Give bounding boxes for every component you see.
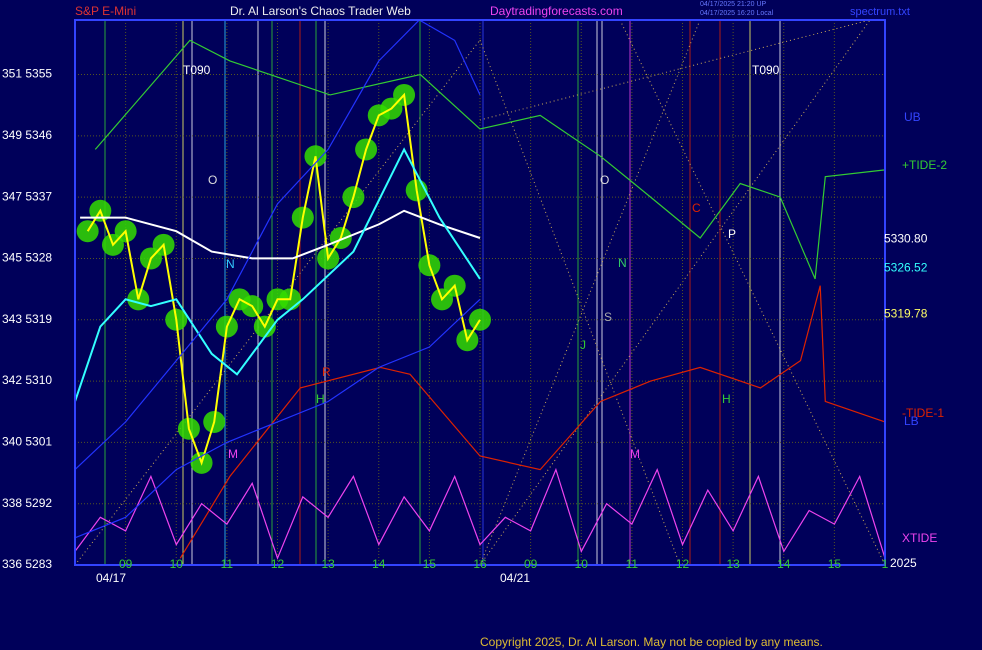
series-line: [74, 467, 886, 560]
legend-entry: UB: [904, 110, 921, 124]
y-tick-label: 347 5337: [2, 189, 52, 203]
series-line: [80, 209, 481, 260]
last-value-label: 5330.80: [884, 232, 928, 246]
series-line: [179, 285, 886, 559]
last-value-label: 5319.78: [884, 307, 928, 321]
x-tick-label: 14: [777, 557, 791, 571]
last-value-label: 5326.52: [884, 261, 928, 275]
chart-title: Dr. Al Larson's Chaos Trader Web: [230, 4, 411, 18]
x-tick-label: 09: [119, 557, 133, 571]
y-tick-label: 345 5328: [2, 251, 52, 265]
plot-area: [74, 19, 886, 566]
y-tick-label: 340 5301: [2, 435, 52, 449]
stamp: 04/17/2025 16:20 Local: [700, 10, 774, 17]
y-tick-label: 343 5319: [2, 312, 52, 326]
annotation: S: [604, 310, 612, 324]
annotation: M: [630, 447, 640, 461]
annotation: O: [208, 173, 217, 187]
file: spectrum.txt: [850, 6, 910, 18]
x-tick-label: 1: [882, 557, 889, 571]
series-line: [94, 39, 886, 280]
price-cloud: [469, 308, 491, 331]
series-line: [74, 147, 481, 402]
stamp: 04/17/2025 21:20 UP: [700, 1, 766, 8]
time-lines: [74, 19, 886, 566]
y-tick-label: 351 5355: [2, 67, 52, 81]
annotation: H: [722, 392, 731, 406]
cycle-line: [479, 39, 681, 566]
annotation: R: [322, 365, 331, 379]
legend-entry: +TIDE-2: [902, 158, 947, 172]
annotation: C: [692, 201, 701, 215]
x-tick-label: 10: [170, 557, 184, 571]
symbol: S&P E-Mini: [75, 4, 136, 18]
year: 2025: [890, 556, 917, 570]
y-tick-label: 336 5283: [2, 557, 52, 571]
legend-entry: -TIDE-1: [902, 406, 944, 420]
series-line: [74, 298, 481, 539]
plot-frame: [74, 19, 886, 566]
price-cloud: [76, 220, 99, 243]
annotation: T090: [752, 63, 780, 77]
y-tick-label: 338 5292: [2, 496, 52, 510]
x-tick-label: 15: [828, 557, 842, 571]
x-tick-label: 11: [221, 557, 234, 571]
x-tick-label: 15: [423, 557, 437, 571]
x-tick-label: 09: [524, 557, 538, 571]
legend-entry: LB: [904, 414, 919, 428]
annotation: J: [580, 338, 586, 352]
site: Daytradingforecasts.com: [490, 4, 623, 18]
x-tick-label: 14: [372, 557, 386, 571]
y-tick-label: 342 5310: [2, 373, 52, 387]
x-tick-label: 13: [726, 557, 740, 571]
copyright: Copyright 2025, Dr. Al Larson. May not b…: [480, 635, 823, 649]
annotation: T090: [183, 63, 211, 77]
x-tick-label: 10: [575, 557, 589, 571]
date-label: 04/17: [96, 571, 126, 585]
legend-entry: XTIDE: [902, 531, 937, 545]
annotation: M: [228, 447, 238, 461]
x-tick-label: 12: [676, 557, 690, 571]
series-line: [86, 92, 481, 466]
y-tick-label: 349 5346: [2, 128, 52, 142]
x-tick-label: 12: [271, 557, 285, 571]
date-label: 04/21: [500, 571, 530, 585]
x-tick-label: 11: [626, 557, 639, 571]
series-line: [74, 19, 481, 471]
x-tick-label: 13: [321, 557, 335, 571]
annotation: P: [728, 227, 736, 241]
annotation: N: [226, 257, 235, 271]
annotation: O: [600, 173, 609, 187]
x-tick-label: 16: [473, 557, 487, 571]
annotation: H: [316, 392, 325, 406]
annotation: N: [618, 256, 627, 270]
cycle-line: [74, 39, 481, 566]
